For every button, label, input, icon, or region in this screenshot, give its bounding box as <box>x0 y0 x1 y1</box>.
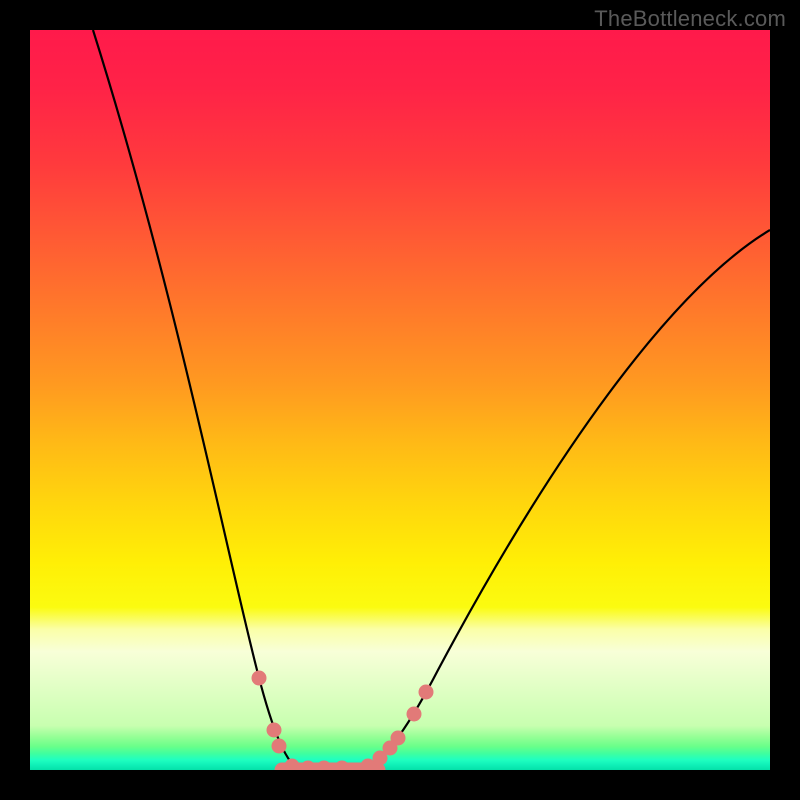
frame-left <box>0 0 30 800</box>
frame-right <box>770 0 800 800</box>
chart-svg <box>30 30 770 770</box>
curve-marker <box>267 723 282 738</box>
plot-area <box>30 30 770 770</box>
curve-marker <box>252 671 267 686</box>
gradient-background <box>30 30 770 770</box>
frame-bottom <box>0 770 800 800</box>
curve-marker <box>391 731 406 746</box>
watermark-text: TheBottleneck.com <box>594 6 786 32</box>
curve-marker <box>419 685 434 700</box>
curve-marker <box>407 707 422 722</box>
curve-marker <box>272 739 287 754</box>
